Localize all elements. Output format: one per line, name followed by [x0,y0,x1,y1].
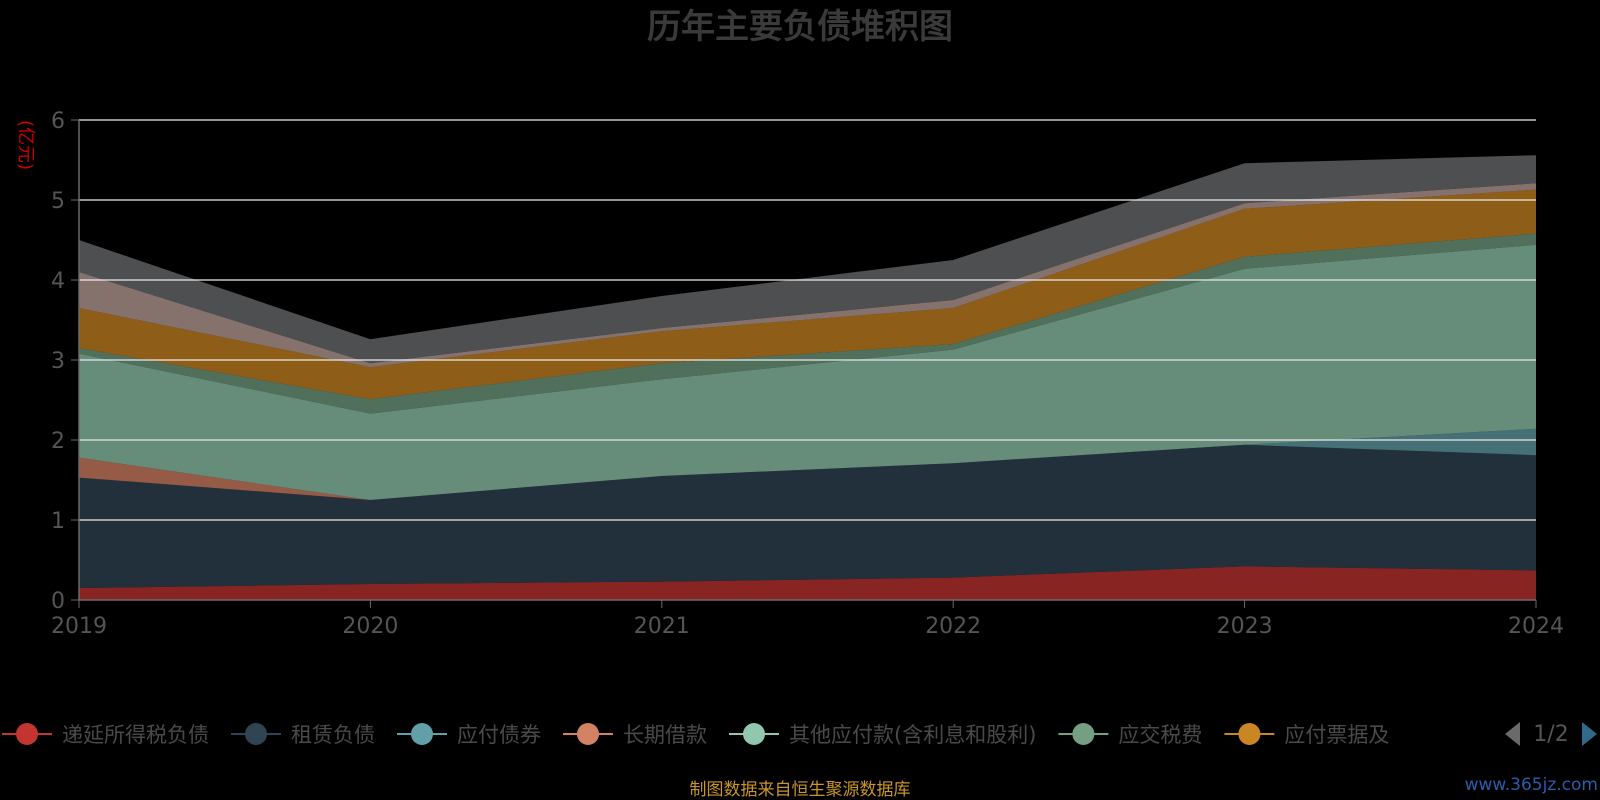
legend-item[interactable]: 应付票据及 [1224,723,1389,747]
legend-label: 长期借款 [623,723,707,747]
legend-marker [1238,723,1261,745]
y-tick-label: 0 [51,589,65,614]
legend-marker [245,723,267,745]
y-tick-labels: 0 1 2 3 4 5 6 [51,109,79,614]
y-axis-unit: (亿元) [15,120,36,170]
legend: 递延所得税负债 租赁负债 应付债券 长期借款 其他应付款(含利息和股利) 应交税费 应付票据… [2,723,1389,747]
legend-marker [16,723,38,745]
y-tick-label: 3 [51,349,65,374]
legend-pager: 1/2 [1505,722,1597,747]
legend-marker [411,723,433,745]
data-source-note: 制图数据来自恒生聚源数据库 [690,780,911,800]
grid-lines [79,119,1536,521]
area-series-6 [79,189,1536,400]
area-series-5 [79,233,1536,414]
x-tick-label: 2023 [1217,614,1273,639]
legend-item[interactable]: 租赁负债 [231,723,375,747]
x-tick-label: 2024 [1508,614,1564,639]
x-tick-label: 2021 [634,614,690,639]
x-tick-label: 2022 [925,614,981,639]
legend-label: 应付票据及 [1284,723,1389,747]
legend-item[interactable]: 长期借款 [563,723,707,747]
watermark: www.365jz.com [1465,775,1598,795]
legend-label: 其他应付款(含利息和股利) [789,723,1036,747]
area-series-4 [79,244,1536,500]
y-tick-label: 1 [51,509,65,534]
legend-prev-icon[interactable] [1505,722,1520,746]
area-series-8 [79,155,1536,364]
legend-label: 递延所得税负债 [62,723,209,747]
legend-item[interactable]: 其他应付款(含利息和股利) [729,723,1036,747]
legend-item[interactable]: 应交税费 [1058,723,1202,747]
y-tick-label: 4 [51,269,65,294]
legend-item[interactable]: 应付债券 [397,723,541,747]
y-tick-label: 5 [51,189,65,214]
area-series-7 [79,183,1536,368]
legend-marker [743,723,765,745]
legend-next-icon[interactable] [1582,722,1597,746]
legend-page-indicator: 1/2 [1533,722,1568,747]
legend-item[interactable]: 递延所得税负债 [2,723,209,747]
chart-title: 历年主要负债堆积图 [647,7,953,47]
x-tick-labels: 2019 2020 2021 2022 2023 2024 [51,600,1564,639]
legend-label: 应交税费 [1118,723,1202,747]
x-tick-label: 2020 [342,614,398,639]
area-series [79,155,1536,600]
legend-marker [577,723,599,745]
legend-label: 租赁负债 [291,723,375,747]
x-tick-label: 2019 [51,614,107,639]
legend-label: 应付债券 [457,723,541,747]
legend-marker [1072,723,1095,745]
area-series-0 [79,566,1536,600]
y-tick-label: 2 [51,429,65,454]
area-series-1 [79,444,1536,588]
y-tick-label: 6 [51,109,65,134]
